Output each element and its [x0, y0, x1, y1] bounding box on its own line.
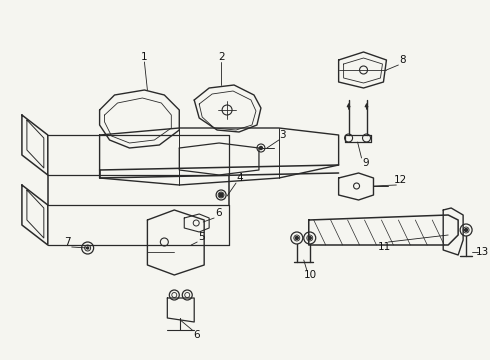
- Text: 10: 10: [304, 270, 318, 280]
- Circle shape: [87, 247, 89, 249]
- Circle shape: [219, 193, 223, 197]
- Text: 4: 4: [237, 173, 244, 183]
- Circle shape: [259, 147, 263, 149]
- Text: 6: 6: [193, 330, 199, 340]
- Text: 9: 9: [362, 158, 369, 168]
- Circle shape: [308, 237, 311, 239]
- Text: 5: 5: [198, 232, 204, 242]
- Text: 7: 7: [64, 237, 71, 247]
- Text: 3: 3: [279, 130, 286, 140]
- Text: 12: 12: [394, 175, 407, 185]
- Circle shape: [465, 229, 467, 231]
- Text: 11: 11: [378, 242, 391, 252]
- Text: 2: 2: [218, 52, 224, 62]
- Text: 8: 8: [399, 55, 406, 65]
- Text: 1: 1: [141, 52, 147, 62]
- Circle shape: [295, 237, 298, 239]
- Text: 6: 6: [215, 208, 221, 218]
- Text: 13: 13: [475, 247, 489, 257]
